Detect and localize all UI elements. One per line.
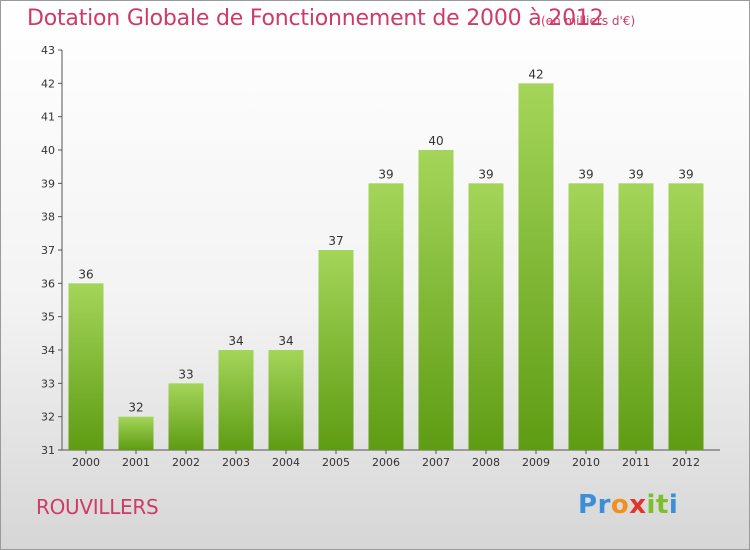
commune-name: ROUVILLERS xyxy=(36,495,159,519)
y-tick-label: 32 xyxy=(41,411,55,424)
bar-value-label: 36 xyxy=(78,267,93,281)
bar-value-label: 39 xyxy=(678,167,693,181)
y-tick-label: 36 xyxy=(41,277,55,290)
y-tick-label: 33 xyxy=(41,377,55,390)
x-tick-label: 2000 xyxy=(72,456,100,469)
bar-value-label: 34 xyxy=(278,334,293,348)
y-tick-label: 42 xyxy=(41,77,55,90)
bar-value-label: 33 xyxy=(178,367,193,381)
y-tick-label: 40 xyxy=(41,144,55,157)
bar-value-label: 40 xyxy=(428,134,443,148)
chart-title: Dotation Globale de Fonctionnement de 20… xyxy=(27,6,604,31)
logo-letter: P xyxy=(578,490,598,520)
bar-value-label: 39 xyxy=(478,167,493,181)
bar-value-label: 32 xyxy=(128,401,143,415)
x-tick-label: 2001 xyxy=(122,456,150,469)
chart-subtitle: (en milliers d'€) xyxy=(541,14,636,28)
x-tick-label: 2002 xyxy=(172,456,200,469)
bar xyxy=(168,383,204,450)
x-tick-label: 2009 xyxy=(522,456,550,469)
bar xyxy=(518,83,554,450)
logo-letter: i xyxy=(668,490,679,520)
bar xyxy=(618,183,654,451)
x-tick-label: 2011 xyxy=(622,456,650,469)
y-tick-label: 41 xyxy=(41,111,55,124)
bar xyxy=(368,183,404,451)
y-tick-label: 31 xyxy=(41,444,55,457)
x-tick-label: 2004 xyxy=(272,456,300,469)
x-tick-label: 2003 xyxy=(222,456,250,469)
logo-letter: t xyxy=(655,490,669,520)
x-tick-label: 2012 xyxy=(672,456,700,469)
x-tick-label: 2006 xyxy=(372,456,400,469)
y-tick-label: 39 xyxy=(41,177,55,190)
bar xyxy=(218,350,254,450)
logo-letter: x xyxy=(629,490,647,520)
bar-value-label: 39 xyxy=(628,167,643,181)
bar-value-label: 39 xyxy=(578,167,593,181)
bar-value-label: 37 xyxy=(328,234,343,248)
bar xyxy=(418,150,454,450)
bar-value-label: 39 xyxy=(378,167,393,181)
y-tick-label: 35 xyxy=(41,311,55,324)
logo-letter: i xyxy=(646,490,656,520)
x-tick-label: 2008 xyxy=(472,456,500,469)
bar-value-label: 34 xyxy=(228,334,243,348)
x-tick-label: 2010 xyxy=(572,456,600,469)
y-tick-label: 37 xyxy=(41,244,55,257)
logo-letter: o xyxy=(610,490,630,520)
logo-letter: r xyxy=(597,490,611,520)
bar xyxy=(468,183,504,451)
bar xyxy=(268,350,304,450)
bar xyxy=(568,183,604,451)
bar-value-label: 42 xyxy=(528,67,543,81)
y-tick-label: 34 xyxy=(41,344,55,357)
y-tick-label: 38 xyxy=(41,211,55,224)
x-tick-label: 2005 xyxy=(322,456,350,469)
bar xyxy=(668,183,704,451)
x-tick-label: 2007 xyxy=(422,456,450,469)
bar xyxy=(68,283,104,450)
bar xyxy=(318,250,354,450)
y-tick-label: 43 xyxy=(41,44,55,57)
proxiti-logo: Proxiti xyxy=(578,490,678,520)
bar xyxy=(118,416,154,450)
